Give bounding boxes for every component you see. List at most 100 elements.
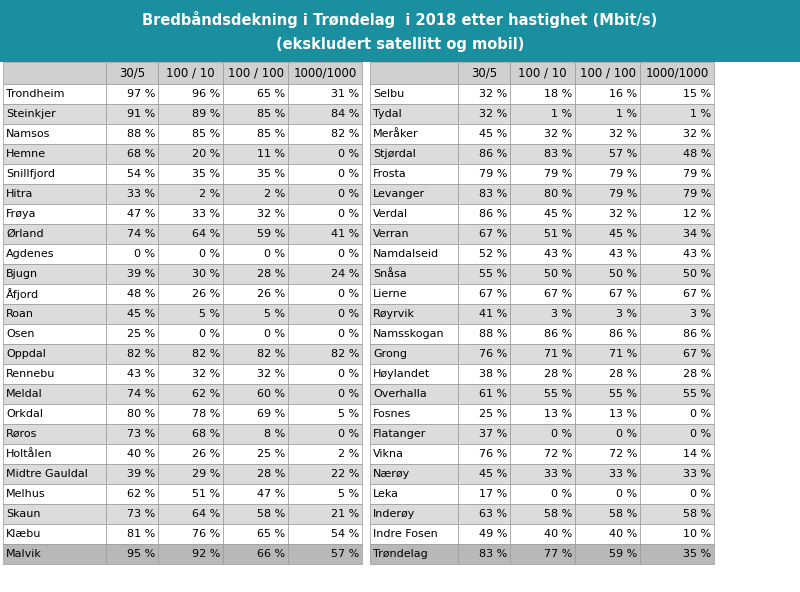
Text: 13 %: 13 % <box>609 409 637 419</box>
Bar <box>575 444 640 464</box>
Bar <box>106 184 158 204</box>
Bar <box>158 244 223 264</box>
Bar <box>288 384 362 404</box>
Bar <box>288 524 362 544</box>
Bar <box>3 364 106 384</box>
Text: Melhus: Melhus <box>6 489 46 499</box>
Text: 0 %: 0 % <box>134 249 155 259</box>
Bar <box>640 124 714 144</box>
Text: 28 %: 28 % <box>257 269 285 279</box>
Text: 47 %: 47 % <box>126 209 155 219</box>
Text: 39 %: 39 % <box>126 469 155 479</box>
Text: 24 %: 24 % <box>330 269 359 279</box>
Text: Namsskogan: Namsskogan <box>373 329 445 339</box>
Bar <box>288 444 362 464</box>
Bar <box>288 404 362 424</box>
Bar <box>458 364 510 384</box>
Bar <box>158 224 223 244</box>
Bar <box>158 284 223 304</box>
Text: 60 %: 60 % <box>257 389 285 399</box>
Text: 22 %: 22 % <box>330 469 359 479</box>
Text: 0 %: 0 % <box>338 429 359 439</box>
Text: 83 %: 83 % <box>478 189 507 199</box>
Text: 2 %: 2 % <box>338 449 359 459</box>
Bar <box>106 464 158 484</box>
Bar <box>510 504 575 524</box>
Text: 65 %: 65 % <box>257 89 285 99</box>
Text: 59 %: 59 % <box>609 549 637 559</box>
Text: 0 %: 0 % <box>338 149 359 159</box>
Bar <box>640 444 714 464</box>
Text: 50 %: 50 % <box>609 269 637 279</box>
Text: Hitra: Hitra <box>6 189 34 199</box>
Text: 79 %: 79 % <box>682 169 711 179</box>
Bar <box>510 304 575 324</box>
Bar <box>106 404 158 424</box>
Bar <box>370 504 458 524</box>
Text: 61 %: 61 % <box>479 389 507 399</box>
Bar <box>575 84 640 104</box>
Bar <box>510 104 575 124</box>
Text: 0 %: 0 % <box>338 309 359 319</box>
Text: Tydal: Tydal <box>373 109 402 119</box>
Text: 86 %: 86 % <box>544 329 572 339</box>
Text: 58 %: 58 % <box>682 509 711 519</box>
Bar <box>106 144 158 164</box>
Text: 5 %: 5 % <box>338 489 359 499</box>
Bar <box>370 524 458 544</box>
Bar <box>575 384 640 404</box>
Text: 91 %: 91 % <box>126 109 155 119</box>
Bar <box>640 184 714 204</box>
Bar <box>223 264 288 284</box>
Bar <box>106 544 158 564</box>
Text: 14 %: 14 % <box>682 449 711 459</box>
Text: 2 %: 2 % <box>198 189 220 199</box>
Bar <box>458 244 510 264</box>
Text: 54 %: 54 % <box>330 529 359 539</box>
Text: Røyrvik: Røyrvik <box>373 309 415 319</box>
Text: 0 %: 0 % <box>690 489 711 499</box>
Bar <box>3 304 106 324</box>
Text: 68 %: 68 % <box>126 149 155 159</box>
Text: 67 %: 67 % <box>682 349 711 359</box>
Text: 12 %: 12 % <box>682 209 711 219</box>
Text: Åfjord: Åfjord <box>6 288 39 300</box>
Text: 18 %: 18 % <box>544 89 572 99</box>
Bar <box>458 304 510 324</box>
Text: 85 %: 85 % <box>257 129 285 139</box>
Bar <box>223 444 288 464</box>
Bar <box>370 184 458 204</box>
Text: 41 %: 41 % <box>478 309 507 319</box>
Bar <box>575 504 640 524</box>
Bar <box>288 284 362 304</box>
Bar <box>370 224 458 244</box>
Bar <box>370 484 458 504</box>
Text: 59 %: 59 % <box>257 229 285 239</box>
Bar <box>370 62 458 84</box>
Bar <box>288 244 362 264</box>
Bar <box>640 304 714 324</box>
Bar <box>106 304 158 324</box>
Bar <box>458 384 510 404</box>
Bar <box>370 264 458 284</box>
Bar <box>458 464 510 484</box>
Bar <box>106 444 158 464</box>
Text: 39 %: 39 % <box>126 269 155 279</box>
Text: Vikna: Vikna <box>373 449 404 459</box>
Bar <box>458 284 510 304</box>
Bar <box>575 284 640 304</box>
Bar <box>458 344 510 364</box>
Bar <box>640 244 714 264</box>
Text: Nærøy: Nærøy <box>373 469 410 479</box>
Bar <box>458 524 510 544</box>
Bar <box>510 144 575 164</box>
Bar <box>575 304 640 324</box>
Text: Osen: Osen <box>6 329 34 339</box>
Text: 72 %: 72 % <box>609 449 637 459</box>
Text: 16 %: 16 % <box>609 89 637 99</box>
Text: Steinkjer: Steinkjer <box>6 109 56 119</box>
Text: 5 %: 5 % <box>264 309 285 319</box>
Text: Namdalseid: Namdalseid <box>373 249 439 259</box>
Text: Midtre Gauldal: Midtre Gauldal <box>6 469 88 479</box>
Bar <box>510 164 575 184</box>
